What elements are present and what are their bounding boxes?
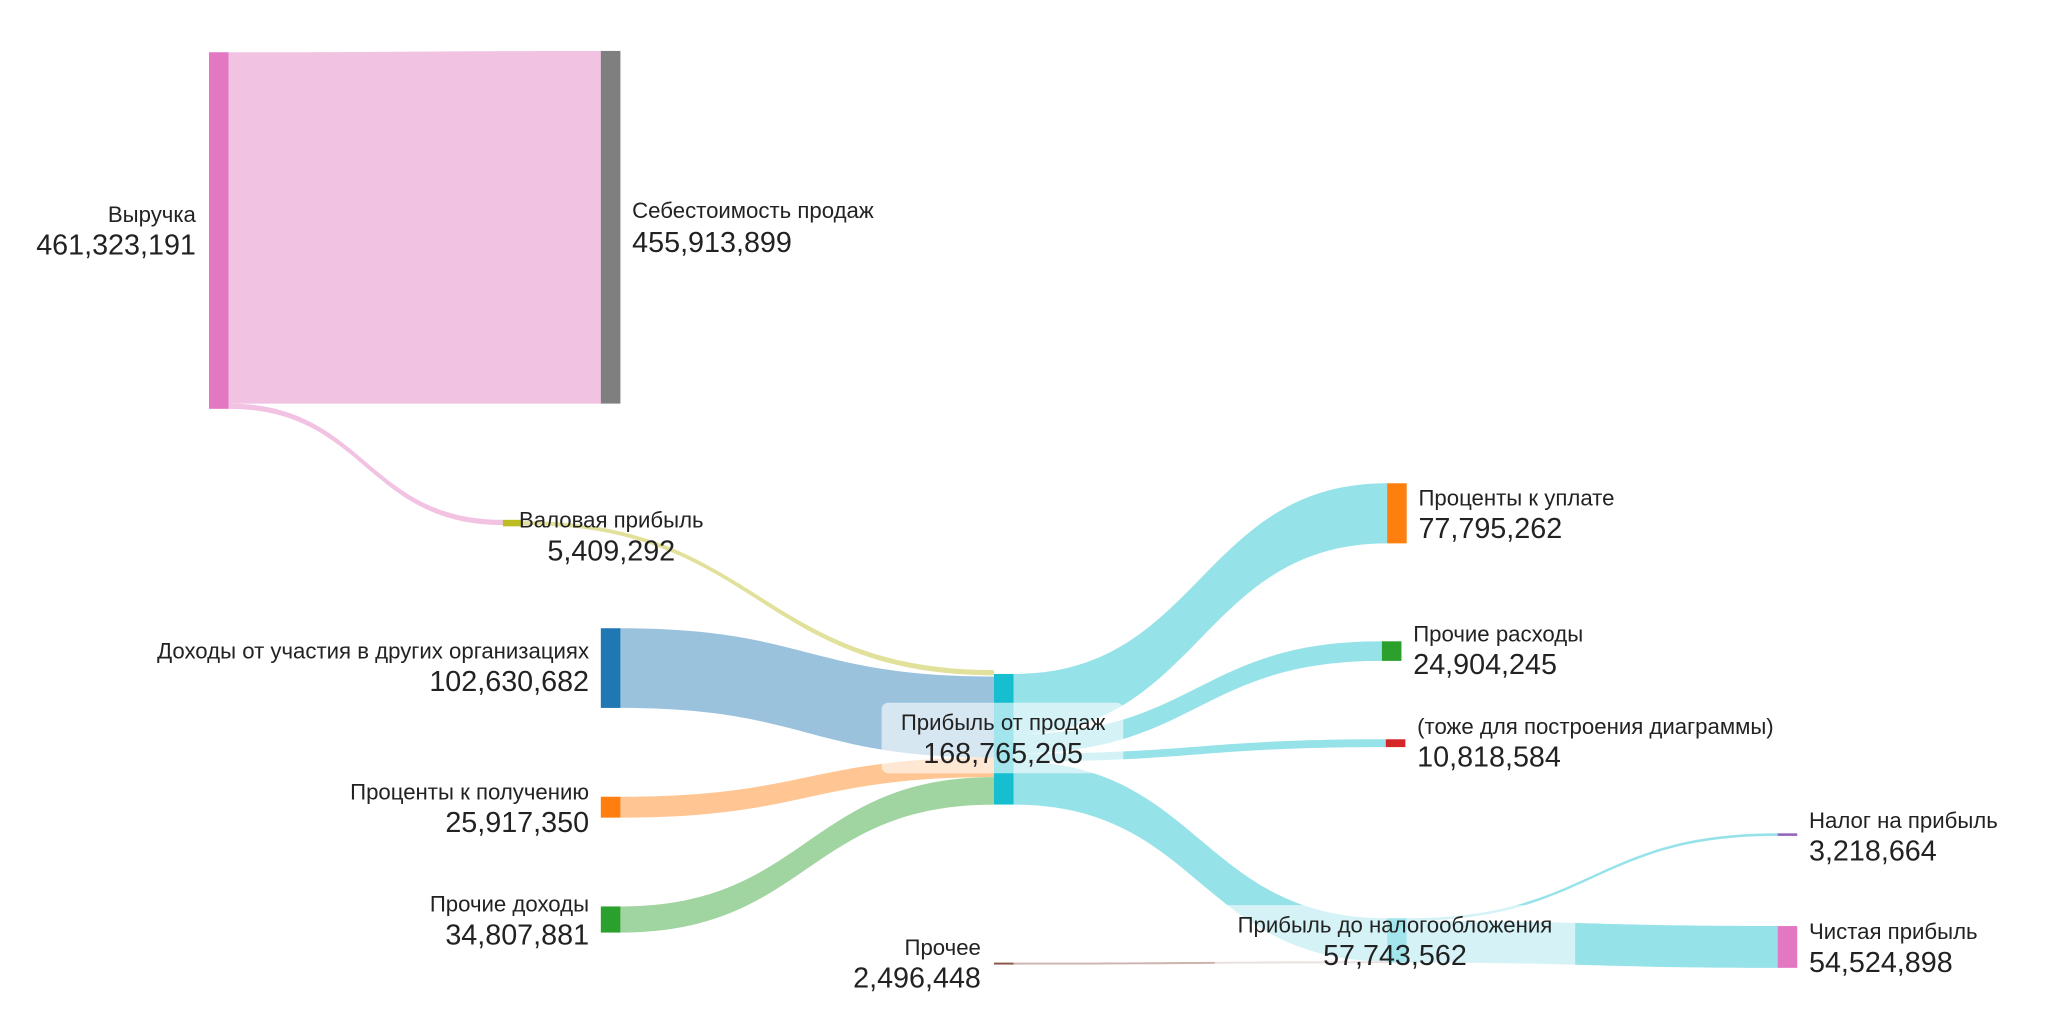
value-revenue: 461,323,191 <box>36 230 196 262</box>
node-int_recv[interactable] <box>600 796 621 818</box>
label-int-pay: Проценты к уплате <box>1418 485 1614 510</box>
label-int-recv: Проценты к получению <box>350 779 589 804</box>
value-tax: 3,218,664 <box>1809 836 1937 868</box>
label-cogs: Себестоимость продаж <box>632 198 874 223</box>
value-participation: 102,630,682 <box>429 666 589 698</box>
node-revenue[interactable] <box>208 52 229 409</box>
node-int_pay[interactable] <box>1387 483 1407 544</box>
label-pretax: Прибыль до налогообложения <box>1238 913 1553 938</box>
node-aux[interactable] <box>1385 739 1406 748</box>
value-int-pay: 77,795,262 <box>1418 513 1562 545</box>
label-sales-profit: Прибыль от продаж <box>901 710 1106 735</box>
node-gross[interactable] <box>502 519 523 527</box>
link-other_inc-to-sales_profit[interactable] <box>620 777 994 933</box>
link-revenue-to-gross[interactable] <box>228 403 503 526</box>
value-int-recv: 25,917,350 <box>445 807 589 839</box>
node-other_exp[interactable] <box>1381 641 1402 661</box>
value-pretax: 57,743,562 <box>1323 940 1467 972</box>
label-other-exp: Прочие расходы <box>1413 621 1583 646</box>
node-other[interactable] <box>993 962 1014 965</box>
link-revenue-to-cogs[interactable] <box>228 50 601 404</box>
label-tax: Налог на прибыль <box>1809 808 1998 833</box>
label-revenue: Выручка <box>108 202 197 227</box>
label-other: Прочее <box>905 935 981 960</box>
value-aux: 10,818,584 <box>1417 742 1561 774</box>
node-cogs[interactable] <box>600 50 621 404</box>
label-aux: (тоже для построения диаграммы) <box>1417 714 1774 739</box>
value-gross: 5,409,292 <box>547 535 675 567</box>
label-box-pretax <box>1214 905 1576 971</box>
value-other-exp: 24,904,245 <box>1413 649 1557 681</box>
node-labels: Выручка 461,323,191 Себестоимость продаж… <box>36 198 1998 994</box>
label-box-sales-profit <box>881 702 1124 774</box>
label-participation: Доходы от участия в других организациях <box>157 638 589 663</box>
label-net: Чистая прибыль <box>1809 919 1978 944</box>
link-sales_profit-to-int_pay[interactable] <box>1013 483 1388 735</box>
value-net: 54,524,898 <box>1809 947 1953 979</box>
node-net[interactable] <box>1777 926 1798 968</box>
link-gross-to-sales_profit[interactable] <box>522 521 994 676</box>
node-participation[interactable] <box>600 628 621 708</box>
node-other_inc[interactable] <box>600 906 621 933</box>
link-pretax-to-tax[interactable] <box>1406 833 1778 921</box>
value-other: 2,496,448 <box>853 962 981 994</box>
value-other-inc: 34,807,881 <box>445 919 589 951</box>
value-sales-profit: 168,765,205 <box>923 738 1083 770</box>
label-other-inc: Прочие доходы <box>430 892 589 917</box>
node-tax[interactable] <box>1777 833 1798 836</box>
label-gross: Валовая прибыль <box>519 508 704 533</box>
value-cogs: 455,913,899 <box>632 227 792 259</box>
